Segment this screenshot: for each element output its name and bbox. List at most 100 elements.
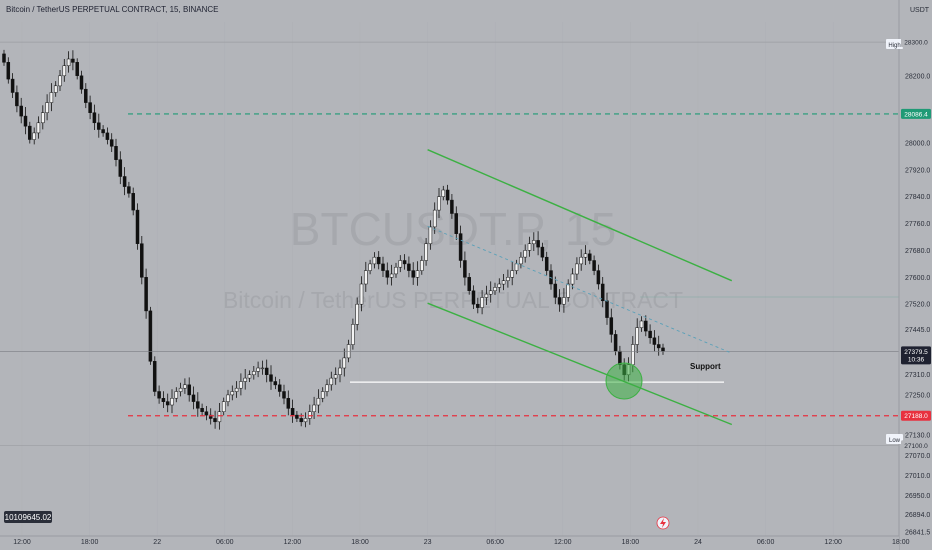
candle-body bbox=[648, 330, 652, 339]
candle-body bbox=[458, 233, 463, 261]
candle-body bbox=[299, 418, 303, 423]
candle-body bbox=[519, 256, 523, 265]
candle-body bbox=[661, 347, 665, 352]
time-tick-label: 18:00 bbox=[81, 539, 99, 546]
candle-body bbox=[230, 391, 235, 396]
candle-body bbox=[644, 320, 648, 332]
resistance-price-tag-value: 28086.4 bbox=[904, 111, 928, 118]
channel-upper-line[interactable] bbox=[427, 149, 733, 282]
candle-body bbox=[97, 122, 101, 130]
candle-body bbox=[613, 334, 618, 352]
candle-body bbox=[10, 78, 15, 93]
candle-body bbox=[420, 260, 424, 271]
candle-body bbox=[221, 401, 226, 412]
candle-body bbox=[118, 159, 123, 177]
candle-body bbox=[66, 58, 71, 66]
candle-body bbox=[88, 102, 92, 113]
low-tag: Low bbox=[886, 434, 903, 444]
svg-text:Low: Low bbox=[889, 438, 901, 444]
candle-body bbox=[639, 320, 644, 328]
candle-body bbox=[191, 394, 196, 402]
support-annotation: Support bbox=[690, 362, 721, 371]
candle-body bbox=[239, 381, 243, 389]
candle-body bbox=[536, 240, 540, 248]
candle-body bbox=[165, 401, 170, 406]
price-tick-label: 28200.0 bbox=[905, 73, 930, 80]
candle-body bbox=[381, 263, 385, 271]
high-price-tag-value: 28300.0 bbox=[904, 40, 928, 47]
candle-body bbox=[342, 357, 347, 369]
candle-body bbox=[269, 374, 273, 382]
candle-body bbox=[351, 324, 355, 345]
candle-body bbox=[609, 317, 614, 335]
candle-body bbox=[467, 277, 471, 291]
volume-label-box: 10109645.02 bbox=[4, 511, 52, 523]
candles bbox=[2, 49, 665, 430]
channel-lower-line[interactable] bbox=[427, 302, 733, 426]
replay-icon[interactable] bbox=[656, 516, 670, 530]
candle-body bbox=[28, 125, 32, 140]
price-tick-label: 28000.0 bbox=[905, 140, 930, 147]
channel-mid-line[interactable] bbox=[427, 225, 732, 354]
candle-body bbox=[140, 243, 144, 278]
time-tick-label: 12:00 bbox=[824, 539, 842, 546]
candle-body bbox=[252, 371, 256, 376]
support-price-tag-value: 27188.0 bbox=[904, 413, 928, 420]
candle-body bbox=[588, 253, 592, 261]
candle-body bbox=[84, 88, 88, 103]
candle-body bbox=[114, 146, 118, 160]
high-price-tag bbox=[901, 37, 931, 48]
candle-body bbox=[49, 92, 54, 103]
candle-body bbox=[79, 75, 84, 90]
price-tick-label: 27600.0 bbox=[905, 275, 930, 282]
candle-body bbox=[471, 290, 476, 305]
candle-body bbox=[493, 287, 497, 292]
candle-body bbox=[424, 243, 428, 261]
candle-body bbox=[71, 58, 75, 63]
price-tick-label: 26894.0 bbox=[905, 512, 930, 519]
price-tick-label: 26950.0 bbox=[905, 493, 930, 500]
candle-body bbox=[575, 263, 579, 275]
candle-body bbox=[355, 303, 359, 325]
price-tick-label: 27130.0 bbox=[905, 433, 930, 440]
time-tick-label: 23 bbox=[424, 539, 432, 546]
candle-body bbox=[23, 115, 28, 127]
candle-body bbox=[476, 303, 480, 308]
candle-body bbox=[325, 384, 329, 392]
candle-body bbox=[398, 260, 403, 268]
candle-body bbox=[36, 122, 41, 134]
candle-body bbox=[407, 263, 411, 271]
touch-highlight-circle bbox=[605, 362, 643, 400]
candle-body bbox=[62, 65, 67, 77]
last-price-tag-time: 10:36 bbox=[908, 356, 925, 363]
candle-body bbox=[295, 414, 299, 419]
candle-body bbox=[506, 277, 510, 281]
candle-body bbox=[441, 189, 446, 197]
candle-body bbox=[157, 391, 161, 399]
candle-body bbox=[596, 270, 601, 285]
candle-body bbox=[290, 408, 295, 416]
price-axis-tags: 28300.0 28086.4 27379.510:36 27188.0 27100.0 bbox=[901, 37, 931, 451]
price-tick-label: 27070.0 bbox=[905, 453, 930, 460]
candle-body bbox=[303, 418, 308, 423]
candle-body bbox=[127, 186, 131, 194]
support-price-tag bbox=[901, 410, 931, 421]
candle-body bbox=[428, 226, 433, 244]
candle-body bbox=[329, 377, 334, 386]
low-price-tag bbox=[901, 440, 931, 451]
candle-body bbox=[480, 297, 484, 308]
candle-body bbox=[282, 391, 286, 399]
chart-title: Bitcoin / TetherUS PERPETUAL CONTRACT, 1… bbox=[6, 5, 219, 14]
candle-body bbox=[338, 367, 342, 375]
price-tick-label: 27250.0 bbox=[905, 392, 930, 399]
candle-body bbox=[135, 209, 140, 244]
candle-body bbox=[183, 384, 187, 389]
price-tick-label: 26841.5 bbox=[905, 530, 930, 537]
candle-body bbox=[45, 102, 49, 113]
candle-body bbox=[432, 209, 437, 228]
price-tick-label: 27760.0 bbox=[905, 221, 930, 228]
candle-body bbox=[389, 273, 394, 278]
candle-body bbox=[376, 256, 381, 265]
